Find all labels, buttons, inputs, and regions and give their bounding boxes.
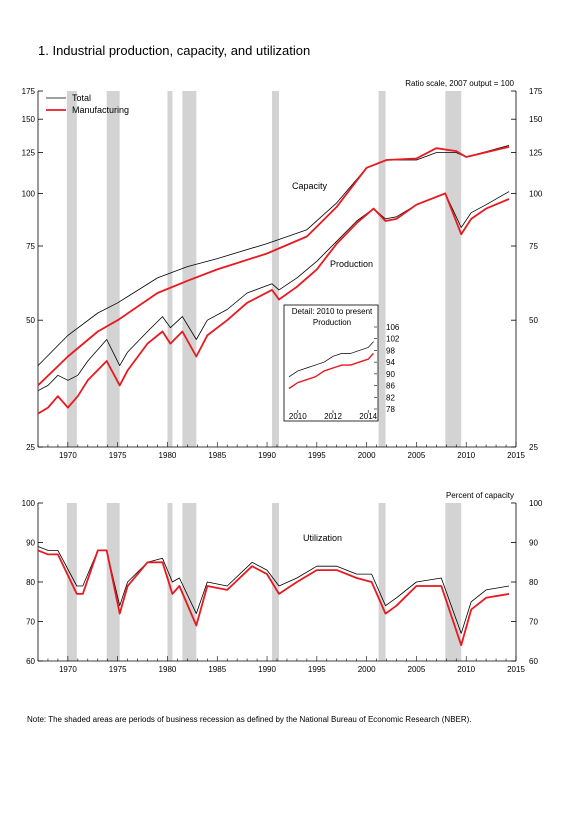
y-tick-label: 150 xyxy=(529,115,543,124)
inset-y-tick-label: 86 xyxy=(386,382,395,391)
x-tick-label: 1980 xyxy=(159,451,177,460)
inset-x-tick-label: 2014 xyxy=(359,412,377,421)
y-tick-label: 80 xyxy=(26,578,35,587)
y-tick-label: 75 xyxy=(26,242,35,251)
x-tick-label: 1985 xyxy=(208,665,226,674)
page-title: 1. Industrial production, capacity, and … xyxy=(38,43,311,58)
x-tick-label: 2015 xyxy=(507,451,525,460)
y-tick-label: 100 xyxy=(529,499,543,508)
series-annotation: Production xyxy=(330,259,373,269)
y-tick-label: 90 xyxy=(529,539,538,548)
y-tick-label: 175 xyxy=(529,87,543,96)
x-tick-label: 1975 xyxy=(109,665,127,674)
recession-band xyxy=(272,91,279,447)
inset-frame xyxy=(283,304,379,422)
legend-label-total: Total xyxy=(72,93,91,103)
x-tick-label: 2005 xyxy=(408,451,426,460)
recession-band xyxy=(182,503,197,661)
y-tick-label: 125 xyxy=(529,149,543,158)
scale-label: Percent of capacity xyxy=(446,491,514,500)
y-tick-label: 60 xyxy=(26,657,35,666)
x-tick-label: 1995 xyxy=(308,665,326,674)
series-annotation: Capacity xyxy=(292,181,328,191)
inset-series-manufacturing-line xyxy=(288,352,375,390)
series-manufacturing-line xyxy=(37,549,510,647)
x-tick-label: 1970 xyxy=(59,451,77,460)
y-tick-label: 100 xyxy=(529,189,543,198)
x-tick-label: 1975 xyxy=(109,451,127,460)
detail-inset-chart: Detail: 2010 to present Production 78 82 86 9… xyxy=(283,304,400,422)
x-tick-label: 1995 xyxy=(308,451,326,460)
series-annotation: Utilization xyxy=(303,533,342,543)
recession-band xyxy=(182,91,197,447)
scale-label: Ratio scale, 2007 output = 100 xyxy=(405,79,514,88)
y-tick-label: 70 xyxy=(529,618,538,627)
series-capacity-manufacturing-line xyxy=(37,145,510,387)
inset-subtitle: Production xyxy=(313,318,351,327)
y-tick-label: 125 xyxy=(22,149,36,158)
x-tick-label: 2010 xyxy=(457,665,475,674)
inset-y-tick-label: 82 xyxy=(386,393,395,402)
x-tick-label: 1990 xyxy=(258,451,276,460)
recession-band xyxy=(378,91,386,447)
x-tick-label: 2000 xyxy=(358,451,376,460)
inset-y-tick-label: 98 xyxy=(386,346,395,355)
y-tick-label: 60 xyxy=(529,657,538,666)
x-tick-label: 2000 xyxy=(358,665,376,674)
inset-series-total-line xyxy=(288,341,374,378)
recession-band xyxy=(167,503,173,661)
recession-band xyxy=(378,503,386,661)
inset-y-tick-label: 106 xyxy=(386,323,400,332)
x-tick-label: 2010 xyxy=(457,451,475,460)
y-tick-label: 175 xyxy=(22,87,36,96)
inset-y-tick-label: 90 xyxy=(386,370,395,379)
x-tick-label: 1990 xyxy=(258,665,276,674)
y-tick-label: 90 xyxy=(26,539,35,548)
production-capacity-chart: 25 25 50 50 75 75 100 100 125 125 150 150 175 175 1970… xyxy=(22,79,543,460)
y-tick-label: 25 xyxy=(26,443,35,452)
recession-band xyxy=(66,91,77,447)
inset-x-tick-label: 2010 xyxy=(289,412,307,421)
y-tick-label: 100 xyxy=(22,499,36,508)
x-tick-label: 1970 xyxy=(59,665,77,674)
recession-band xyxy=(445,91,462,447)
x-tick-label: 1985 xyxy=(208,451,226,460)
x-tick-label: 2015 xyxy=(507,665,525,674)
inset-title: Detail: 2010 to present xyxy=(292,307,373,316)
y-tick-label: 75 xyxy=(529,242,538,251)
x-tick-label: 2005 xyxy=(408,665,426,674)
legend-label-manufacturing: Manufacturing xyxy=(72,105,129,115)
y-tick-label: 100 xyxy=(22,189,36,198)
y-tick-label: 25 xyxy=(529,443,538,452)
series-capacity-total-line xyxy=(37,145,510,366)
y-tick-label: 50 xyxy=(26,316,35,325)
y-tick-label: 50 xyxy=(529,316,538,325)
inset-y-tick-label: 102 xyxy=(386,335,400,344)
y-tick-label: 70 xyxy=(26,618,35,627)
y-tick-label: 80 xyxy=(529,578,538,587)
x-tick-label: 1980 xyxy=(159,665,177,674)
inset-y-tick-label: 94 xyxy=(386,358,395,367)
footnote: Note: The shaded areas are periods of bu… xyxy=(27,715,472,724)
series-production-manufacturing-line xyxy=(37,192,510,415)
utilization-chart: 60 60 70 70 80 80 90 90 100 100 1970 1975 1980 1985 19… xyxy=(22,491,543,674)
recession-band xyxy=(167,91,173,447)
y-tick-label: 150 xyxy=(22,115,36,124)
recession-band xyxy=(106,91,120,447)
inset-y-tick-label: 78 xyxy=(386,405,395,414)
inset-x-tick-label: 2012 xyxy=(324,412,342,421)
